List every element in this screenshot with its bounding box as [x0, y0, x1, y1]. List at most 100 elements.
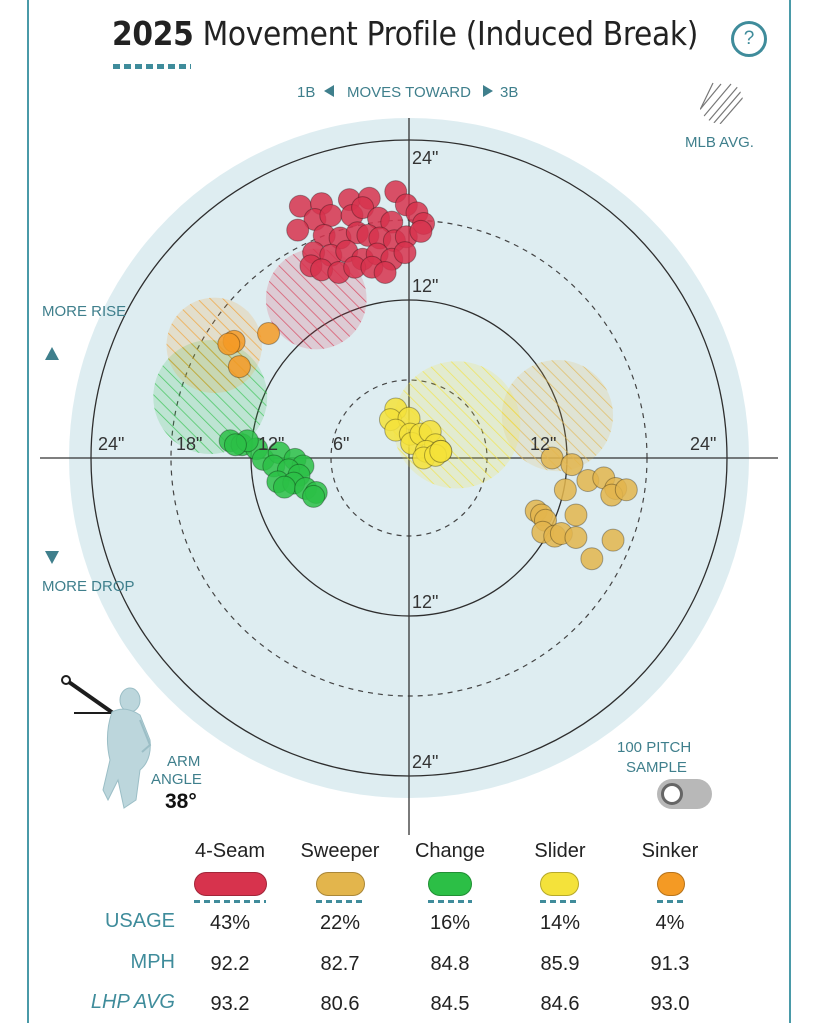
x-label-center: MOVES TOWARD: [347, 84, 471, 101]
sample-label-2: SAMPLE: [626, 759, 687, 776]
point-sweeper-0: [540, 446, 564, 470]
mlb-avg-sweeper: [501, 359, 614, 472]
arm-angle-label-1: ARM: [167, 753, 200, 770]
point-sweeper-16: [601, 528, 625, 552]
mph-change: 84.8: [430, 953, 470, 975]
pitcher-figure: [61, 675, 152, 809]
row-label-lhp-avg: LHP AVG: [90, 991, 175, 1013]
arm-angle-value: 38°: [165, 790, 197, 813]
mph-slider: 85.9: [540, 953, 580, 975]
points-layer: [217, 180, 638, 571]
y-label-drop: MORE DROP: [42, 578, 135, 595]
mph-4seam: 92.2: [210, 953, 250, 975]
point-sweeper-17: [580, 547, 604, 571]
down-arrow-icon: [45, 551, 59, 564]
series-sinker: [217, 321, 281, 379]
series-slider: [378, 397, 453, 470]
point-slider-13: [429, 439, 453, 463]
point-4seam-7: [319, 204, 343, 228]
point-4seam-22: [409, 219, 433, 243]
ring-label-top-24: 24": [412, 148, 438, 168]
point-change-5: [223, 433, 247, 457]
mlb-avg-label: MLB AVG.: [685, 134, 754, 151]
point-change-14: [272, 475, 296, 499]
usage-4seam: 43%: [209, 912, 251, 934]
lhp-avg-change: 84.5: [430, 993, 470, 1015]
title-underline: [113, 64, 191, 69]
lhp-avg-slider: 84.6: [540, 993, 580, 1015]
right-arrow-icon: [483, 85, 493, 97]
pitch-name-sweeper: Sweeper: [300, 840, 380, 862]
point-sinker-0: [257, 321, 281, 345]
pitch-name-4seam: 4-Seam: [194, 840, 266, 862]
lhp-avg-4seam: 93.2: [210, 993, 250, 1015]
point-sweeper-15: [564, 526, 588, 549]
sample-label-1: 100 PITCH: [617, 739, 691, 756]
frame-right-border: [789, 0, 791, 1023]
row-label-usage: USAGE: [104, 910, 175, 932]
point-4seam-9: [351, 196, 375, 220]
usage-slider: 14%: [539, 912, 581, 934]
ring-label-bottom-24: 24": [412, 752, 438, 772]
left-arrow-icon: [324, 85, 334, 97]
title-text: Movement Profile (Induced Break): [202, 14, 699, 53]
pill-dash-sweeper: [316, 900, 364, 903]
point-sweeper-12: [564, 503, 588, 527]
frame-left-border: [27, 0, 29, 1023]
point-4seam-14: [286, 218, 310, 242]
pitch-pill-sweeper[interactable]: [316, 872, 365, 896]
pitch-name-slider: Slider: [534, 840, 586, 862]
pill-dash-slider: [540, 900, 578, 903]
usage-change: 16%: [429, 912, 471, 934]
point-change-17: [302, 484, 326, 508]
pitch-name-change: Change: [414, 840, 486, 862]
mlb-avg-legend-icon: [699, 82, 743, 124]
point-sweeper-7: [614, 478, 638, 502]
point-sinker-3: [227, 355, 251, 379]
help-icon: ?: [743, 28, 755, 49]
help-button[interactable]: ?: [731, 21, 767, 57]
ring-label-bottom-12: 12": [412, 592, 438, 612]
ring-label-left-18: 18": [176, 434, 202, 454]
ring-label-top-12: 12": [412, 276, 438, 296]
point-4seam-29: [393, 241, 417, 265]
pill-dash-4seam: [194, 900, 266, 903]
ring-label-left-24: 24": [98, 434, 124, 454]
ring-label-right-12: 12": [530, 434, 556, 454]
usage-sinker: 4%: [655, 912, 685, 934]
ring-label-right-24: 24": [690, 434, 716, 454]
lhp-avg-sweeper: 80.6: [320, 993, 360, 1015]
series-change: [218, 429, 328, 508]
mph-sinker: 91.3: [650, 953, 690, 975]
point-sweeper-1: [560, 453, 584, 477]
toggle-knob: [661, 783, 683, 805]
point-4seam-35: [373, 261, 397, 284]
usage-sweeper: 22%: [319, 912, 361, 934]
arm-angle-label-2: ANGLE: [151, 771, 202, 788]
mlb-avg-sinker: [166, 297, 262, 394]
row-label-mph: MPH: [130, 951, 175, 973]
mph-sweeper: 82.7: [320, 953, 360, 975]
lhp-avg-sinker: 93.0: [650, 993, 690, 1015]
point-sweeper-2: [553, 478, 577, 502]
title-year: 2025: [112, 14, 194, 53]
series-sweeper: [524, 446, 638, 571]
ring-label-left-6: 6": [333, 434, 349, 454]
up-arrow-icon: [45, 347, 59, 360]
pitch-pill-change[interactable]: [428, 872, 472, 896]
pitch-pill-slider[interactable]: [540, 872, 579, 896]
y-label-more: MORE RISE: [42, 303, 126, 320]
pitch-pill-4seam[interactable]: [194, 872, 267, 896]
sample-toggle[interactable]: [657, 779, 712, 809]
x-label-3b: 3B: [500, 84, 518, 101]
page-title: 2025 Movement Profile (Induced Break): [112, 14, 698, 53]
x-label-1b: 1B: [297, 84, 315, 101]
pill-dash-sinker: [657, 900, 685, 903]
pitch-pill-sinker[interactable]: [657, 872, 685, 896]
series-4seam: [286, 180, 436, 284]
pitch-name-sinker: Sinker: [641, 840, 699, 862]
ring-label-left-12: 12": [258, 434, 284, 454]
pill-dash-change: [428, 900, 472, 903]
point-sinker-2: [217, 332, 241, 356]
